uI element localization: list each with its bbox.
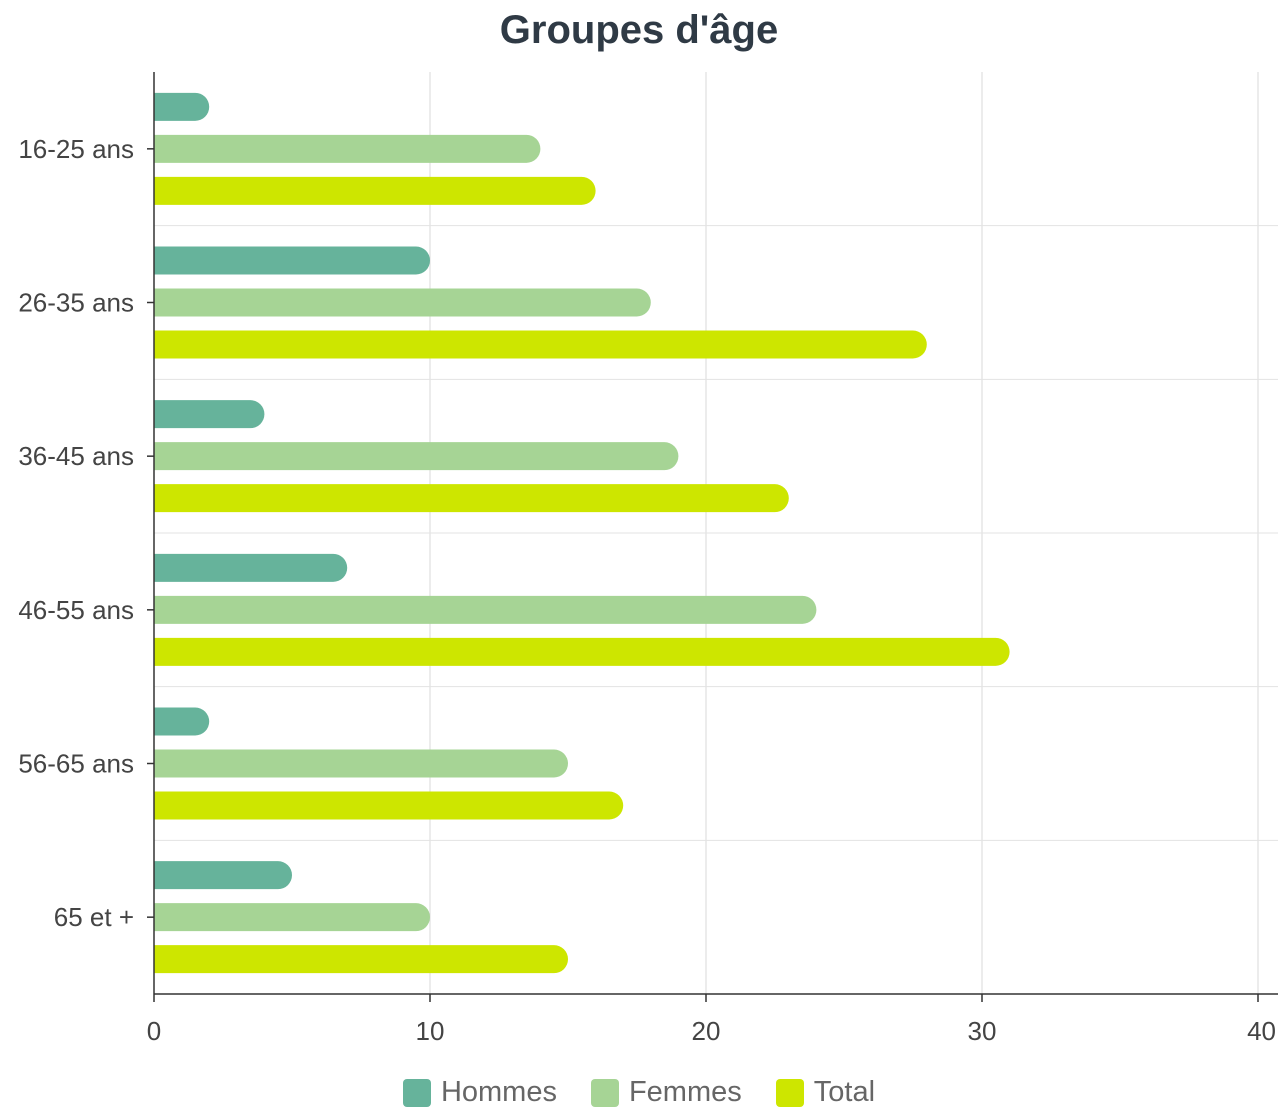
bar-femmes-1 xyxy=(140,288,651,317)
bar-total-3 xyxy=(140,637,1010,666)
bar-hommes-5 xyxy=(140,861,292,890)
axis-mask xyxy=(0,72,154,994)
y-tick-label: 65 et + xyxy=(54,902,134,932)
y-tick-label: 56-65 ans xyxy=(18,749,134,779)
bar-total-5 xyxy=(140,945,568,974)
bar-hommes-1 xyxy=(140,246,430,275)
bar-total-1 xyxy=(140,330,927,359)
legend-label: Total xyxy=(813,1076,876,1108)
legend-item-hommes[interactable]: Hommes xyxy=(402,1076,557,1109)
legend-label: Femmes xyxy=(628,1076,742,1108)
bar-hommes-4 xyxy=(140,707,210,736)
chart-title: Groupes d'âge xyxy=(499,8,779,52)
x-tick-label: 30 xyxy=(968,1016,997,1046)
legend-item-femmes[interactable]: Femmes xyxy=(590,1076,742,1109)
bar-total-4 xyxy=(140,791,624,820)
legend-swatch xyxy=(590,1078,619,1107)
bar-hommes-0 xyxy=(140,92,210,121)
bar-femmes-5 xyxy=(140,903,430,932)
bar-femmes-3 xyxy=(140,595,817,624)
x-tick-label: 0 xyxy=(147,1016,161,1046)
bar-total-0 xyxy=(140,176,596,205)
x-tick-label: 20 xyxy=(692,1016,721,1046)
bar-femmes-4 xyxy=(140,749,568,778)
bar-femmes-0 xyxy=(140,134,541,163)
bar-hommes-3 xyxy=(140,553,348,582)
legend-item-total[interactable]: Total xyxy=(775,1076,876,1109)
x-tick-label: 40 xyxy=(1247,1016,1276,1046)
y-tick-label: 26-35 ans xyxy=(18,288,134,318)
y-tick-label: 16-25 ans xyxy=(18,134,134,164)
bar-total-2 xyxy=(140,484,789,513)
x-tick-label: 10 xyxy=(416,1016,445,1046)
legend: Hommes Femmes Total xyxy=(0,1076,1278,1109)
y-tick-label: 46-55 ans xyxy=(18,595,134,625)
legend-swatch xyxy=(402,1078,431,1107)
bar-femmes-2 xyxy=(140,442,679,471)
bar-hommes-2 xyxy=(140,400,265,429)
legend-swatch xyxy=(775,1078,804,1107)
legend-label: Hommes xyxy=(440,1076,557,1108)
y-tick-label: 36-45 ans xyxy=(18,441,134,471)
